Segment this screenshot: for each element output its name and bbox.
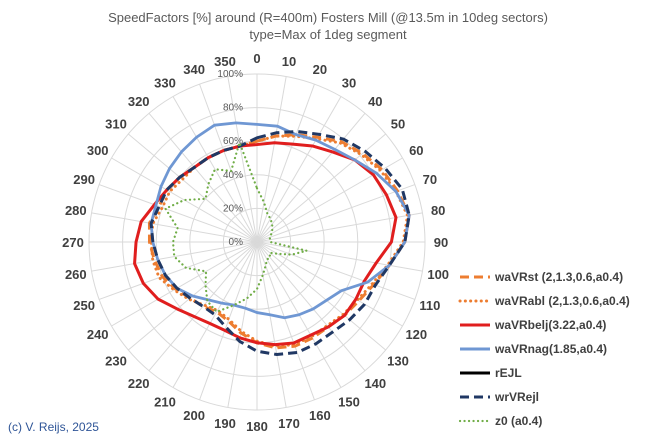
grid-spoke: [256, 241, 366, 372]
radial-tick-label: 60%: [223, 136, 243, 147]
grid-spoke: [227, 241, 258, 408]
grid-spoke: [256, 96, 342, 243]
angle-tick-label: 280: [65, 203, 87, 218]
angle-tick-label: 0: [253, 51, 260, 66]
grid-spoke: [199, 83, 258, 243]
angle-tick-label: 50: [391, 117, 405, 132]
angle-tick-label: 200: [183, 408, 205, 423]
angle-tick-label: 260: [65, 267, 87, 282]
angle-tick-label: 300: [87, 143, 109, 158]
angle-tick-label: 60: [409, 143, 423, 158]
grid-spoke: [256, 241, 287, 408]
angle-tick-label: 320: [128, 94, 150, 109]
grid-spoke: [256, 241, 416, 300]
legend-label: waVRbelj(3.22,a0.4): [494, 318, 606, 332]
grid-spoke: [256, 184, 416, 243]
angle-tick-label: 70: [423, 172, 437, 187]
angle-tick-label: 170: [278, 416, 300, 431]
angle-tick-label: 20: [313, 62, 327, 77]
series-line-2: [133, 141, 398, 347]
angle-tick-label: 190: [214, 416, 236, 431]
legend-label: waVRnag(1.85,a0.4): [494, 342, 607, 356]
angle-tick-label: 210: [154, 394, 176, 409]
grid-spoke: [256, 241, 403, 327]
grid-spoke: [256, 157, 403, 243]
angle-tick-label: 180: [246, 419, 268, 434]
legend-label: waVRabl (2,1.3,0.6,a0.4): [494, 294, 630, 308]
angle-tick-label: 350: [214, 54, 236, 69]
angle-tick-label: 230: [105, 353, 127, 368]
series-line-1: [149, 134, 410, 348]
grid-spoke: [199, 241, 258, 401]
angle-tick-label: 340: [183, 62, 205, 77]
credit-text: (c) V. Reijs, 2025: [8, 420, 99, 434]
grid-spoke: [256, 241, 315, 401]
angle-tick-label: 140: [364, 376, 386, 391]
legend-label: waVRst (2,1.3,0.6,a0.4): [494, 270, 623, 284]
angle-tick-label: 100: [427, 267, 449, 282]
angle-tick-label: 330: [154, 76, 176, 91]
legend-label: rEJL: [495, 366, 522, 380]
grid-spoke: [256, 76, 287, 243]
grid-spoke: [98, 184, 258, 243]
series-lines: [133, 121, 411, 356]
grid-spoke: [256, 83, 315, 243]
angle-tick-label: 110: [419, 298, 440, 313]
angle-tick-label: 290: [73, 172, 95, 187]
grid-spoke: [91, 212, 258, 243]
angle-tick-label: 150: [338, 394, 360, 409]
grid-spoke: [148, 241, 258, 372]
radial-tick-label: 80%: [223, 103, 243, 114]
grid-spoke: [172, 241, 258, 388]
grid-spoke: [127, 133, 258, 243]
grid-spoke: [111, 157, 258, 243]
grid-spoke: [227, 76, 258, 243]
angle-tick-label: 220: [128, 376, 150, 391]
grid-spoke: [98, 241, 258, 300]
grid-spoke: [91, 241, 258, 272]
radial-tick-label: 0%: [229, 237, 244, 248]
angle-tick-label: 40: [368, 94, 382, 109]
legend-label: z0 (a0.4): [495, 414, 542, 428]
grid-spoke: [256, 112, 366, 243]
grid-spoke: [148, 112, 258, 243]
angle-tick-label: 240: [87, 327, 109, 342]
angle-tick-label: 160: [309, 408, 331, 423]
grid-spoke: [256, 241, 423, 272]
radial-labels: 0% 20% 40% 60% 80% 100%: [217, 69, 243, 248]
legend-label: wrVRejl: [494, 390, 539, 404]
radial-tick-label: 40%: [223, 170, 243, 181]
angle-tick-label: 250: [73, 298, 95, 313]
legend: waVRst (2,1.3,0.6,a0.4) waVRabl (2,1.3,0.…: [458, 270, 630, 428]
angle-tick-label: 130: [387, 353, 409, 368]
radial-tick-label: 100%: [217, 69, 243, 80]
grid-spoke: [111, 241, 258, 327]
angle-tick-label: 90: [434, 235, 448, 250]
series-line-6: [164, 141, 308, 313]
chart-subtitle: type=Max of 1deg segment: [249, 27, 407, 42]
angle-tick-label: 10: [282, 54, 296, 69]
chart-title: SpeedFactors [%] around (R=400m) Fosters…: [108, 10, 548, 25]
series-line-3: [149, 121, 411, 320]
radial-tick-label: 20%: [223, 203, 243, 214]
angle-tick-label: 30: [342, 76, 356, 91]
angle-tick-label: 310: [105, 117, 127, 132]
angle-tick-label: 80: [431, 203, 445, 218]
grid-spoke: [172, 96, 258, 243]
grid-spoke: [256, 241, 387, 351]
angle-tick-label: 270: [62, 235, 84, 250]
angle-tick-label: 120: [405, 327, 427, 342]
